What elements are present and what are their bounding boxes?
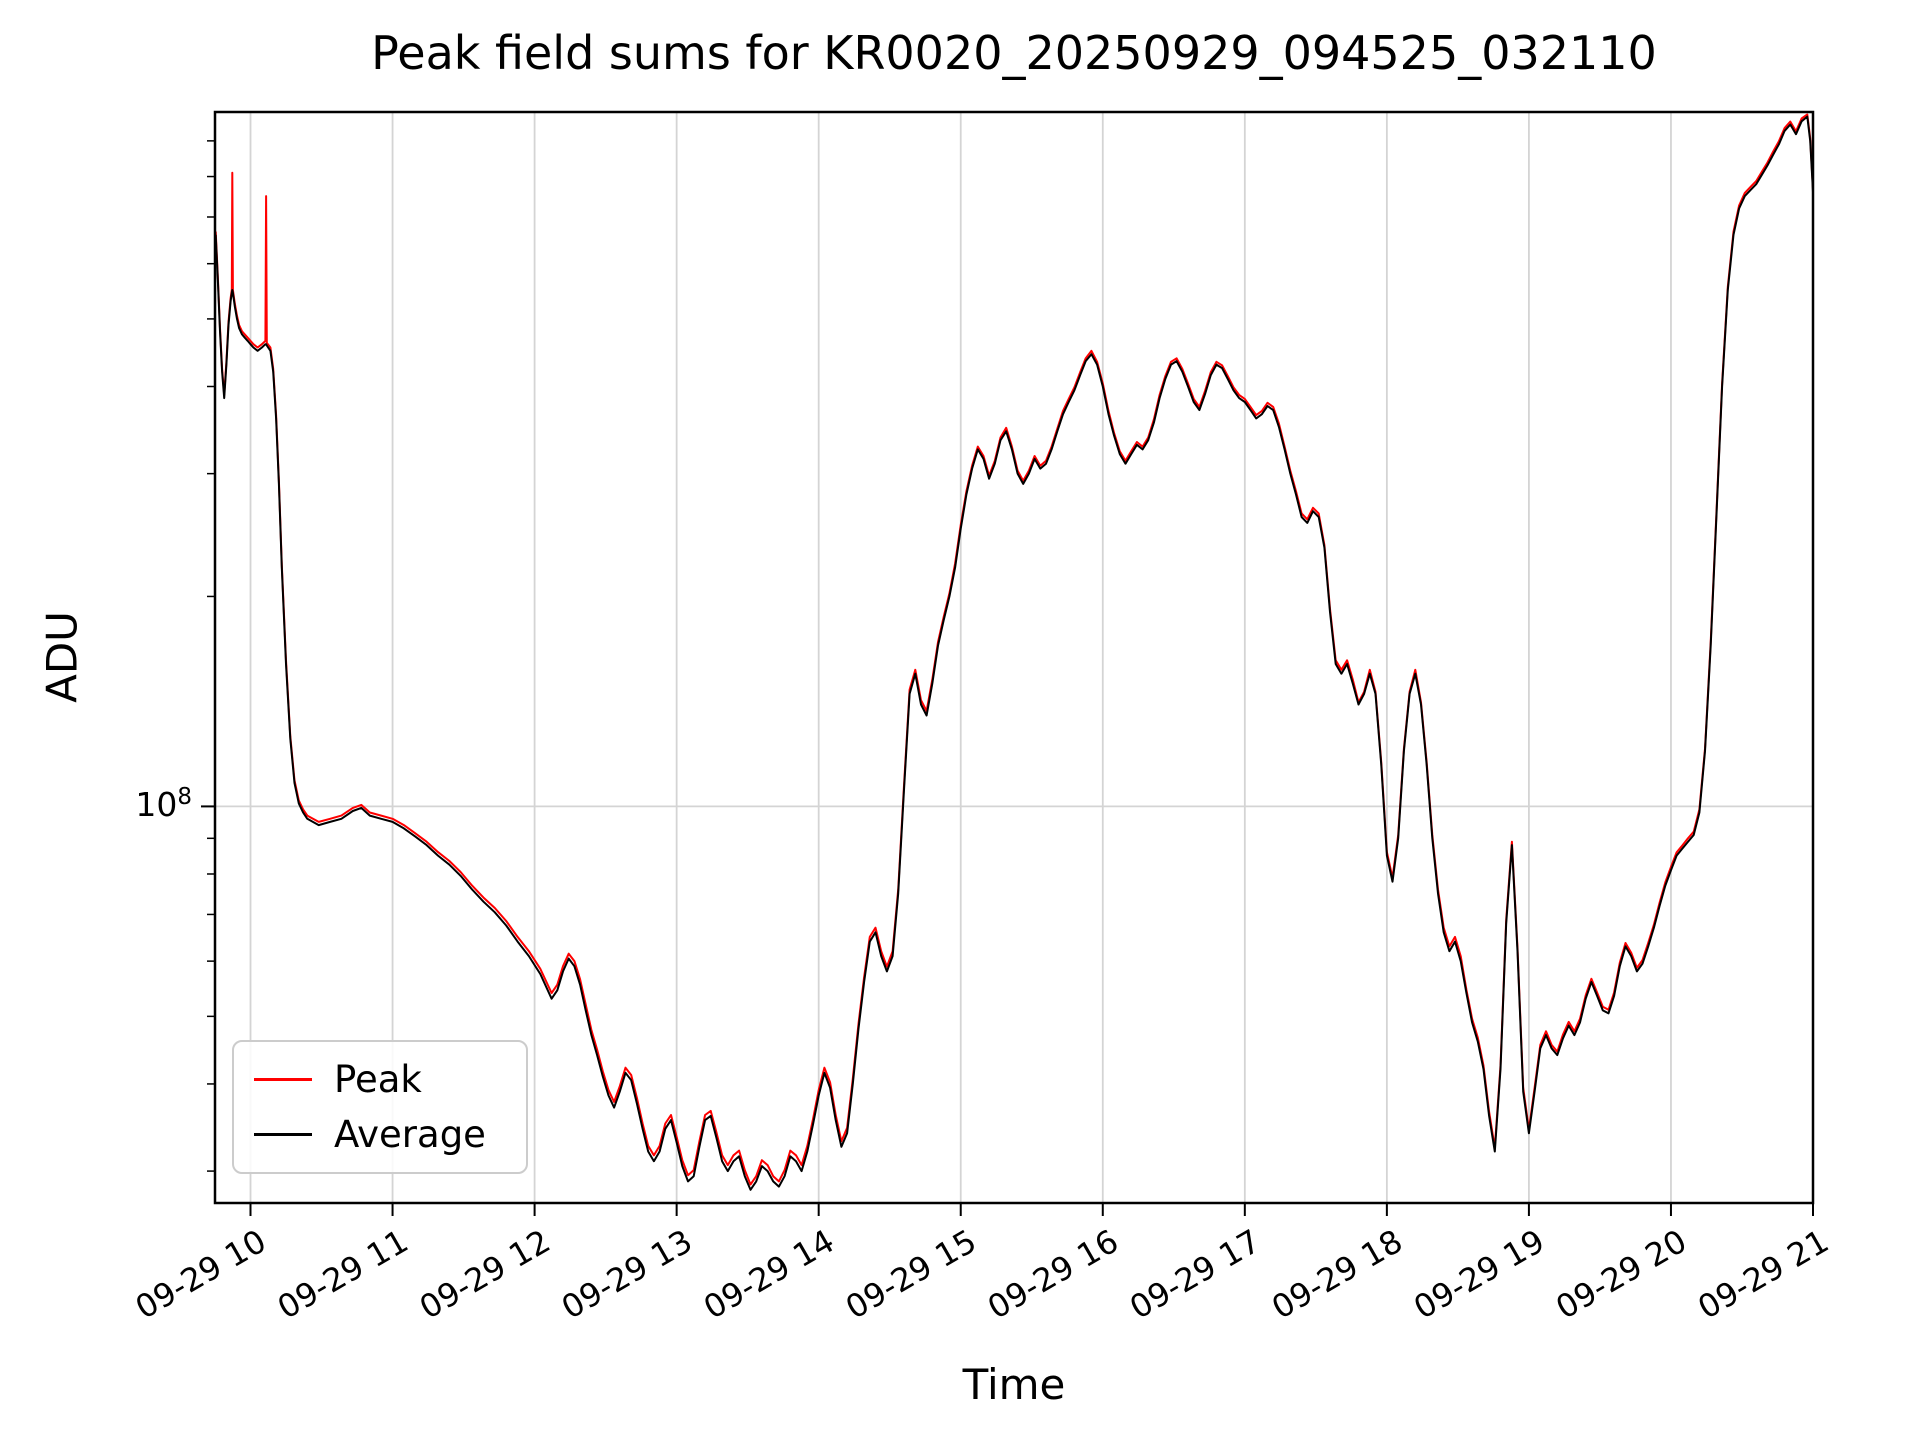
x-tick-label: 09-29 12 bbox=[413, 1222, 557, 1327]
average-line bbox=[215, 115, 1813, 1191]
x-tick-label: 09-29 17 bbox=[1123, 1222, 1267, 1327]
peak-line bbox=[215, 113, 1813, 1186]
legend: Peak Average bbox=[232, 1040, 528, 1174]
y-tick-label-1e8: 108 bbox=[88, 784, 192, 824]
y-tick-base: 10 bbox=[135, 785, 178, 825]
tick-marks bbox=[201, 140, 1814, 1216]
y-axis-label: ADU bbox=[37, 611, 87, 703]
x-tick-label: 09-29 20 bbox=[1549, 1222, 1693, 1327]
x-tick-label: 09-29 21 bbox=[1691, 1222, 1835, 1327]
legend-line-sample-peak bbox=[254, 1078, 312, 1081]
legend-label-peak: Peak bbox=[334, 1058, 422, 1101]
gridlines bbox=[215, 112, 1814, 1203]
x-tick-label: 09-29 15 bbox=[839, 1222, 983, 1327]
plot-background bbox=[215, 112, 1813, 1203]
x-tick-label: 09-29 11 bbox=[271, 1222, 415, 1327]
chart-title: Peak field sums for KR0020_20250929_0945… bbox=[371, 26, 1657, 80]
axes-spines bbox=[213, 110, 1815, 1205]
x-tick-label: 09-29 16 bbox=[981, 1222, 1125, 1327]
legend-entry-average: Average bbox=[254, 1113, 486, 1156]
legend-line-sample-average bbox=[254, 1133, 312, 1136]
x-tick-label: 09-29 10 bbox=[129, 1222, 273, 1327]
x-tick-label: 09-29 19 bbox=[1407, 1222, 1551, 1327]
x-tick-label: 09-29 13 bbox=[555, 1222, 699, 1327]
y-tick-exponent: 8 bbox=[177, 784, 192, 811]
x-axis-label: Time bbox=[962, 1360, 1066, 1409]
series-lines bbox=[215, 113, 1813, 1191]
legend-label-average: Average bbox=[334, 1113, 486, 1156]
x-tick-label: 09-29 14 bbox=[697, 1222, 841, 1327]
legend-entry-peak: Peak bbox=[254, 1058, 486, 1101]
x-tick-label: 09-29 18 bbox=[1265, 1222, 1409, 1327]
